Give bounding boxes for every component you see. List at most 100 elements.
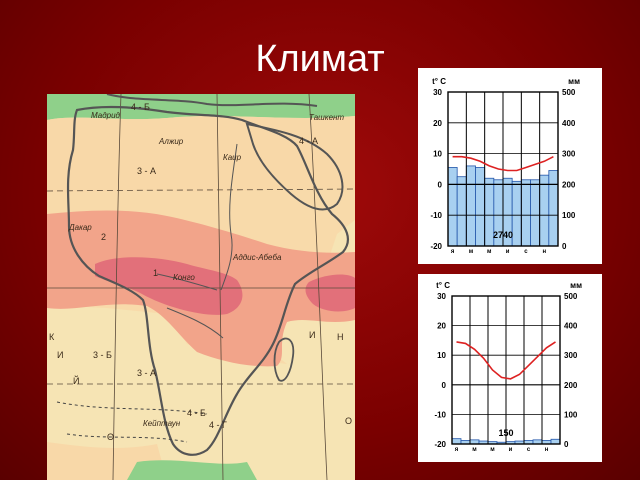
temp-unit-label: t° С (432, 77, 446, 86)
temperature-line (452, 155, 554, 172)
label-madrid: Мадрид (91, 111, 121, 120)
month-label: и (506, 249, 510, 255)
precip-tick-label: 0 (564, 440, 569, 449)
zone-label-3a-north: 3 - А (137, 166, 156, 176)
precip-bar (548, 170, 559, 247)
temp-tick-label: 0 (438, 180, 443, 189)
temp-tick-label: -10 (430, 211, 442, 220)
precip-bar (465, 165, 476, 247)
annual-precip-total: 2740 (493, 230, 513, 240)
temp-tick-label: 10 (437, 351, 446, 360)
temp-tick-label: -20 (434, 440, 446, 449)
zone-boundaries (56, 401, 208, 443)
precip-unit-label: мм (570, 281, 582, 290)
zone-label-3b: 3 - Б (93, 350, 112, 360)
africa-climate-map: Мадрид Алжир Ташкент Каир Дакар Аддис-Аб… (47, 94, 355, 480)
zone-tropical-north (47, 116, 355, 193)
precip-bar (530, 179, 541, 247)
precip-bar (447, 167, 458, 247)
label-addis: Аддис-Абеба (232, 253, 282, 262)
month-label: м (469, 249, 474, 255)
precip-tick-label: 0 (562, 242, 567, 251)
ocean-letter: Н (337, 332, 344, 342)
africa-outline (66, 105, 349, 456)
slide-title: Климат (255, 38, 385, 80)
zone-label-2: 2 (101, 232, 106, 242)
zone-label-3a-south: 3 - А (137, 368, 156, 378)
month-label: м (472, 447, 477, 453)
precip-tick-label: 200 (562, 180, 576, 189)
rivers (156, 143, 238, 339)
temp-tick-label: 10 (433, 150, 442, 159)
month-label: м (487, 249, 492, 255)
temp-tick-label: 20 (433, 119, 442, 128)
precip-tick-label: 300 (564, 351, 578, 360)
graticule (47, 94, 355, 480)
precip-bar (539, 174, 550, 247)
label-dakar: Дакар (68, 223, 92, 232)
precip-bar (456, 176, 467, 247)
precip-bar (475, 167, 486, 247)
precip-bar (550, 438, 561, 445)
precip-tick-label: 500 (564, 292, 578, 301)
temp-tick-label: 30 (433, 88, 442, 97)
month-label: н (545, 447, 549, 453)
label-congo: Конго (173, 273, 195, 282)
chart-frame (451, 295, 561, 445)
ocean-letter: О (345, 416, 352, 426)
precip-tick-label: 400 (562, 119, 576, 128)
temp-tick-label: -20 (430, 242, 442, 251)
zone-subtropical-north (47, 94, 355, 120)
month-label: н (542, 249, 546, 255)
month-label: я (451, 249, 455, 255)
month-label: с (527, 447, 531, 453)
temp-tick-label: 20 (437, 322, 446, 331)
precip-unit-label: мм (568, 77, 580, 86)
month-label: я (455, 447, 459, 453)
temp-unit-label: t° С (436, 281, 450, 290)
precip-bar (520, 179, 531, 247)
label-cairo: Каир (223, 153, 242, 162)
precip-bar (451, 438, 462, 445)
annual-precip-total: 150 (498, 428, 513, 438)
madagascar-outline (273, 337, 295, 382)
zone-equatorial (95, 257, 243, 315)
label-capetown: Кейптаун (143, 419, 181, 428)
europe-coast (106, 94, 318, 107)
temp-tick-label: -10 (434, 410, 446, 419)
zone-label-4b-south: 4 - Б (187, 408, 206, 418)
zone-label-4g: 4 - Г (209, 420, 227, 430)
climate-map-svg: Мадрид Алжир Ташкент Каир Дакар Аддис-Аб… (47, 94, 355, 480)
precip-tick-label: 300 (562, 150, 576, 159)
precip-tick-label: 200 (564, 381, 578, 390)
precip-tick-label: 500 (562, 88, 576, 97)
precip-tick-label: 100 (562, 211, 576, 220)
ocean-letter: И (57, 350, 63, 360)
zone-label-4b: 4 - Б (131, 102, 150, 112)
month-label: м (490, 447, 495, 453)
ocean-letter: И (309, 330, 315, 340)
precip-tick-label: 100 (564, 410, 578, 419)
ocean-letter: К (49, 332, 55, 342)
temperature-line (456, 341, 556, 380)
label-tashkent: Ташкент (309, 113, 344, 122)
zone-equatorial-east (305, 274, 355, 312)
temp-tick-label: 30 (437, 292, 446, 301)
precip-tick-label: 400 (564, 322, 578, 331)
month-label: с (524, 249, 528, 255)
chart-frame (447, 91, 559, 247)
month-label: и (509, 447, 513, 453)
zone-south-green (127, 460, 257, 480)
zone-label-4a: 4 - А (299, 136, 318, 146)
zone-label-1: 1 (153, 268, 158, 278)
precip-bar (511, 180, 522, 247)
ocean-letter: О (107, 432, 114, 442)
label-algiers: Алжир (158, 137, 184, 146)
temp-tick-label: 0 (442, 381, 447, 390)
ocean-letter: Й (73, 375, 79, 386)
arabia-outline (245, 122, 344, 211)
